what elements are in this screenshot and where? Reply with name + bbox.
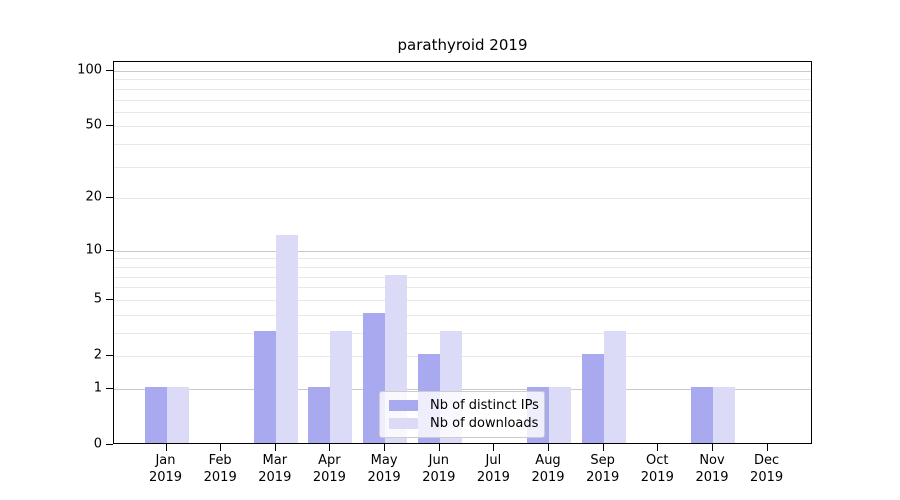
y-tick-0 (106, 444, 113, 445)
gridline-8 (114, 266, 811, 268)
x-tick-nov (712, 444, 713, 451)
y-tick-1 (106, 387, 113, 389)
x-tick-label-jun: Jun 2019 (407, 452, 471, 486)
bar-downloads-mar (275, 235, 298, 443)
gridline-9 (114, 258, 811, 260)
x-tick-year-jul: 2019 (476, 470, 510, 485)
gridline-100 (114, 71, 811, 72)
gridline-4 (114, 314, 811, 316)
y-tick-label-100: 100 (77, 62, 102, 78)
bar-distinct-ips-jan (144, 386, 167, 443)
legend-label-downloads: Nb of downloads (430, 416, 539, 432)
gridline-7 (114, 276, 811, 278)
gridline-2 (114, 356, 811, 357)
y-tick-20 (106, 197, 113, 199)
y-tick-label-0: 0 (93, 436, 102, 452)
x-tick-label-jan: Jan 2019 (134, 452, 198, 486)
y-tick-100 (106, 70, 113, 71)
x-tick-year-may: 2019 (367, 470, 401, 485)
x-tick-jun (438, 444, 440, 451)
x-tick-year-nov: 2019 (695, 470, 729, 485)
gridline-30 (114, 166, 811, 168)
chart-title: parathyroid 2019 (397, 36, 528, 54)
x-tick-year-dec: 2019 (750, 470, 784, 485)
y-tick-label-2: 2 (93, 347, 102, 363)
x-tick-label-mar: Mar 2019 (243, 452, 307, 486)
legend-item-downloads: Nb of downloads (389, 416, 538, 431)
bar-downloads-sep (603, 330, 626, 443)
x-tick-year-mar: 2019 (258, 470, 292, 485)
bar-distinct-ips-nov (691, 386, 713, 443)
y-tick-10 (106, 249, 113, 251)
x-tick-jan (165, 444, 167, 451)
legend-label-distinct-ips: Nb of distinct IPs (430, 397, 539, 413)
x-tick-label-nov: Nov 2019 (680, 452, 744, 486)
x-tick-label-jul: Jul 2019 (461, 452, 525, 486)
bar-downloads-apr (330, 330, 353, 443)
x-tick-apr (329, 444, 331, 451)
bar-downloads-jan (166, 386, 189, 443)
x-tick-label-aug: Aug 2019 (516, 452, 580, 486)
x-tick-aug (548, 444, 549, 451)
gridline-10 (114, 250, 811, 252)
y-tick-5 (106, 298, 113, 300)
x-tick-mar (274, 444, 276, 451)
x-tick-label-apr: Apr 2019 (297, 452, 361, 486)
x-tick-year-apr: 2019 (312, 470, 346, 485)
y-tick-label-20: 20 (85, 189, 102, 205)
legend: Nb of distinct IPs Nb of downloads (379, 391, 545, 438)
gridline-60 (114, 111, 811, 113)
gridline-50 (114, 126, 811, 128)
x-tick-year-oct: 2019 (640, 470, 674, 485)
x-tick-dec (766, 444, 768, 451)
y-tick-label-1: 1 (93, 380, 102, 396)
gridline-1 (114, 388, 811, 390)
plot-area (113, 61, 812, 444)
bar-distinct-ips-apr (308, 386, 331, 443)
x-tick-feb (220, 444, 222, 451)
y-tick-label-5: 5 (93, 291, 102, 307)
bar-distinct-ips-sep (581, 354, 604, 443)
bar-downloads-nov (713, 386, 735, 443)
x-tick-year-aug: 2019 (531, 470, 565, 485)
x-tick-year-jan: 2019 (148, 470, 183, 485)
x-tick-label-sep: Sep 2019 (571, 452, 635, 486)
bar-distinct-ips-mar (253, 330, 276, 443)
x-tick-oct (657, 444, 659, 451)
x-tick-year-feb: 2019 (203, 470, 237, 485)
gridline-5 (114, 299, 811, 301)
legend-swatch-distinct-ips (389, 399, 418, 411)
x-tick-sep (602, 444, 604, 451)
x-tick-label-dec: Dec 2019 (735, 452, 799, 486)
legend-item-distinct-ips: Nb of distinct IPs (389, 397, 539, 413)
x-tick-label-oct: Oct 2019 (625, 452, 689, 486)
gridline-6 (114, 287, 811, 289)
gridline-70 (114, 99, 811, 101)
x-tick-may (384, 444, 386, 451)
gridline-80 (114, 88, 811, 90)
legend-swatch-downloads (389, 418, 418, 430)
x-tick-year-jun: 2019 (422, 470, 456, 485)
gridline-90 (114, 79, 811, 81)
gridline-3 (114, 332, 811, 334)
gridline-20 (114, 198, 811, 200)
y-tick-50 (106, 125, 113, 127)
y-tick-label-10: 10 (85, 242, 102, 258)
x-tick-year-sep: 2019 (586, 470, 620, 485)
bar-downloads-aug (549, 386, 572, 443)
x-tick-label-feb: Feb 2019 (188, 452, 252, 486)
x-tick-label-may: May 2019 (352, 452, 416, 486)
x-tick-jul (493, 444, 495, 451)
y-tick-2 (106, 355, 113, 356)
gridline-40 (114, 144, 811, 146)
y-tick-label-50: 50 (85, 117, 102, 133)
